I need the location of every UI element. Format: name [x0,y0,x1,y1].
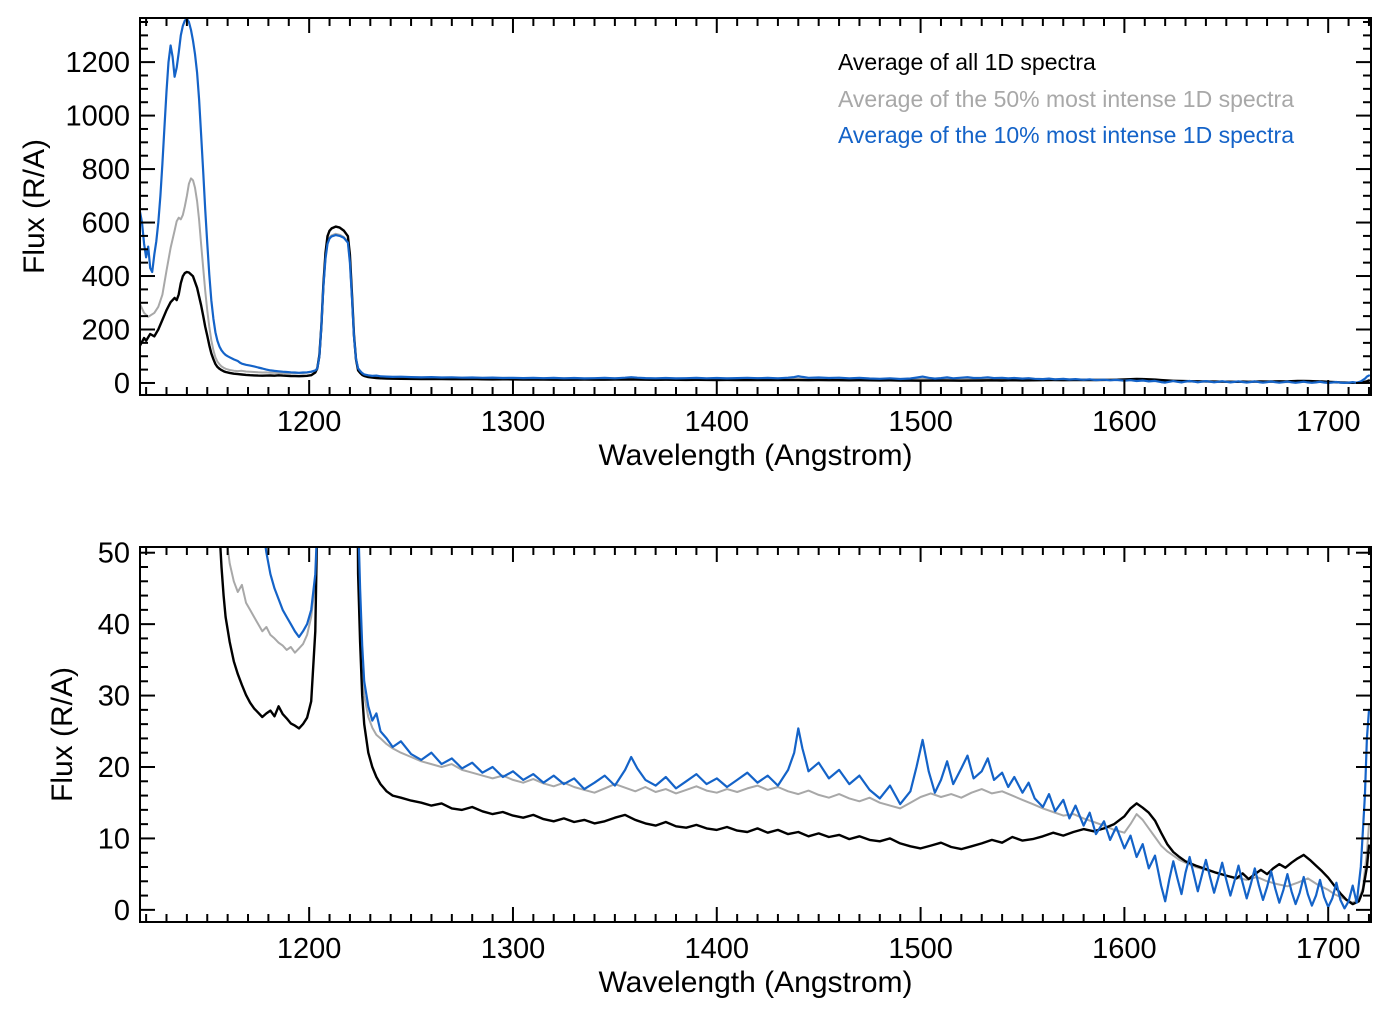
x-tick-label: 1600 [1092,406,1157,438]
axes-frame [139,546,1372,923]
series-line-avg-all [139,225,1371,384]
panel-zoomed-spectrum: 1200 1300 1400 1500 1600 1700 0 10 20 30 40 50 Wavel… [46,538,1372,999]
y-tick-label: 0 [114,895,130,927]
x-axis-title: Wavelength (Angstrom) [598,439,912,472]
y-tick-label: 30 [98,681,130,713]
axes-frame [139,17,1372,396]
series-group [219,546,1371,910]
series-line-avg-10 [264,546,1371,910]
y-tick-label: 50 [98,538,130,570]
y-tick-label: 600 [82,208,130,240]
x-tick-label: 1500 [888,933,953,965]
series-line-avg-all [219,546,1371,906]
y-axis-title: Flux (R/A) [18,139,51,274]
y-tick-label: 10 [98,823,130,855]
legend-item-avg-50: Average of the 50% most intense 1D spect… [838,85,1295,112]
x-tick-label: 1700 [1296,933,1361,965]
y-tick-label: 800 [82,154,130,186]
y-tick-label: 20 [98,752,130,784]
y-tick-label: 1200 [65,47,130,79]
series-line-avg-10 [139,17,1371,384]
x-axis-title: Wavelength (Angstrom) [598,966,912,999]
x-tick-label: 1400 [685,406,750,438]
y-tick-label: 400 [82,261,130,293]
x-tick-label: 1200 [277,933,342,965]
y-tick-label: 40 [98,609,130,641]
legend-item-avg-10: Average of the 10% most intense 1D spect… [838,122,1295,148]
series-line-avg-50 [226,546,1370,904]
x-tick-label: 1500 [888,406,953,438]
series-group [139,17,1371,384]
panel-full-spectrum: 1200 1300 1400 1500 1600 1700 0 200 400 600 800 100… [18,17,1372,472]
x-tick-label: 1600 [1092,933,1157,965]
y-tick-label: 0 [114,368,130,400]
x-tick-label: 1200 [277,406,342,438]
y-tick-label: 1000 [65,101,130,133]
x-tick-label: 1400 [685,933,750,965]
legend: Average of all 1D spectra Average of the… [838,44,1294,154]
y-axis-title: Flux (R/A) [46,667,79,802]
x-tick-label: 1700 [1296,406,1361,438]
legend-item-avg-all: Average of all 1D spectra [838,49,1096,75]
x-tick-label: 1300 [481,406,546,438]
x-tick-label: 1300 [481,933,546,965]
y-tick-label: 200 [82,314,130,346]
